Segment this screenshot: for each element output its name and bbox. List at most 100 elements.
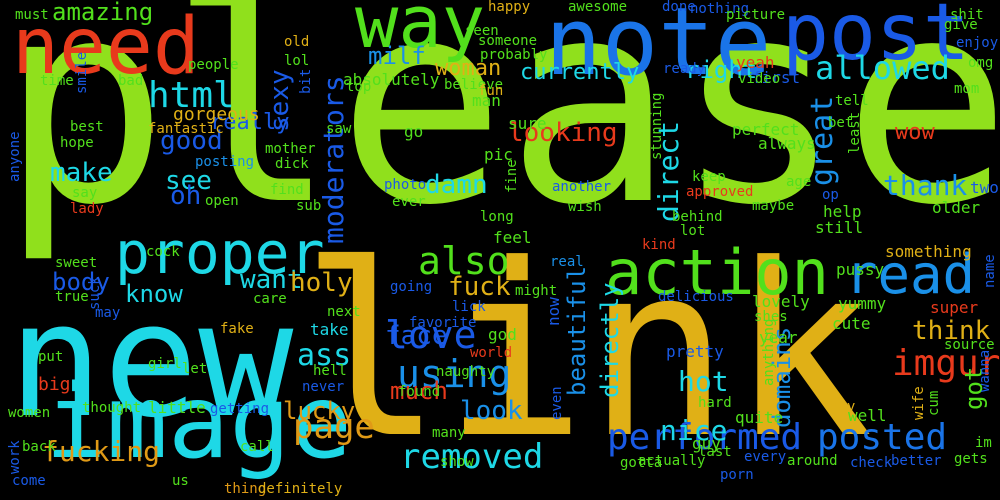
word-long: long: [480, 209, 514, 225]
word-saw: saw: [326, 121, 352, 137]
word-im: im: [975, 435, 992, 451]
word-well: well: [848, 406, 887, 425]
word-sexy: sexy: [265, 69, 295, 132]
word-maybe: maybe: [752, 198, 795, 214]
word-stunning: stunning: [649, 92, 665, 160]
word-believe: believe: [444, 77, 504, 93]
word-true: true: [55, 289, 89, 305]
word-actually: actually: [638, 453, 706, 469]
word-old: old: [284, 34, 310, 50]
word-really: really: [210, 110, 290, 135]
word-directly: directly: [596, 282, 624, 398]
word-delicious: delicious: [658, 289, 734, 305]
word-milf: milf: [368, 42, 426, 70]
word-imgur: imgur: [892, 343, 1000, 384]
word-awesome: awesome: [568, 0, 628, 15]
word-big: big: [38, 374, 71, 395]
word-never: never: [302, 379, 345, 395]
word-porn: porn: [720, 467, 754, 483]
word-done: done: [662, 0, 696, 15]
word-best: best: [70, 119, 104, 135]
word-page: page: [293, 407, 375, 447]
word-gotta: gotta: [620, 455, 663, 471]
word-lick: lick: [452, 299, 486, 315]
word-omg: omg: [968, 55, 994, 71]
word-hard: hard: [698, 395, 732, 411]
word-happy: happy: [488, 0, 531, 15]
word-time: time: [40, 73, 74, 89]
word-think: think: [912, 316, 991, 346]
word-fine: fine: [504, 159, 520, 193]
word-right: right: [685, 56, 758, 84]
word-year: year: [759, 328, 798, 347]
word-call: call: [240, 439, 274, 455]
word-going: going: [390, 279, 433, 295]
word-hot: hot: [678, 365, 729, 398]
word-back: back: [22, 439, 56, 455]
word-html: html: [148, 75, 235, 116]
word-around: around: [787, 453, 838, 469]
word-link: link: [300, 214, 874, 491]
word-help: help: [823, 202, 862, 221]
word-oh: oh: [170, 181, 202, 211]
word-love: love: [385, 313, 477, 357]
word-world: world: [470, 345, 513, 361]
word-bad: bad: [118, 73, 144, 89]
word-real: real: [550, 254, 584, 270]
word-must: must: [15, 7, 49, 23]
word-ready: ready: [663, 61, 706, 77]
word-fantastic: fantastic: [148, 121, 224, 137]
word-nice: nice: [660, 414, 728, 447]
word-cute: cute: [832, 314, 871, 333]
word-sure: sure: [508, 114, 547, 133]
word-god: god: [488, 325, 517, 344]
word-say: say: [72, 185, 98, 201]
word-read: read: [845, 243, 976, 306]
word-go: go: [404, 122, 424, 141]
word-image: image: [45, 363, 353, 482]
word-fuck: fuck: [448, 272, 511, 302]
word-put: put: [38, 349, 64, 365]
word-many: many: [432, 425, 466, 441]
word-bit: bit: [298, 68, 314, 94]
word-every: every: [744, 449, 787, 465]
word-anyone: anyone: [7, 131, 23, 182]
word-thought: thought: [82, 400, 142, 416]
word-might: might: [515, 283, 558, 299]
word-us: us: [172, 473, 189, 489]
word-feel: feel: [493, 228, 532, 247]
word-cock: cock: [146, 244, 180, 260]
word-better: better: [891, 453, 942, 469]
word-definitely: definitely: [258, 481, 343, 497]
word-photo: photo: [384, 177, 427, 193]
word-wish: wish: [568, 199, 602, 215]
word-open: open: [205, 193, 239, 209]
word-nothing: nothing: [690, 1, 750, 17]
word-wow: wow: [895, 120, 935, 145]
word-girl: girl: [148, 356, 182, 372]
word-super: super: [930, 298, 979, 317]
word-always: always: [758, 134, 816, 153]
word-bet: bet: [828, 115, 854, 131]
word-let: let: [182, 361, 208, 377]
word-may: may: [95, 305, 121, 321]
word-man: man: [472, 91, 501, 110]
word-gorgeous: gorgeous: [173, 104, 260, 125]
word-shit: shit: [950, 7, 984, 23]
word-look: look: [460, 396, 523, 426]
word-lot: lot: [680, 223, 706, 239]
word-good: good: [160, 126, 223, 156]
word-work: work: [7, 440, 23, 474]
word-least: least: [847, 111, 863, 154]
word-need: need: [12, 2, 200, 92]
word-name: name: [982, 254, 998, 288]
word-smile: smile: [74, 51, 90, 94]
word-dick: dick: [275, 156, 309, 172]
word-care: care: [253, 291, 287, 307]
word-getting: getting: [210, 401, 270, 417]
word-found: found: [398, 384, 441, 400]
word-also: also: [418, 239, 510, 283]
word-something: something: [885, 242, 972, 261]
word-moderators: moderators: [317, 75, 350, 244]
